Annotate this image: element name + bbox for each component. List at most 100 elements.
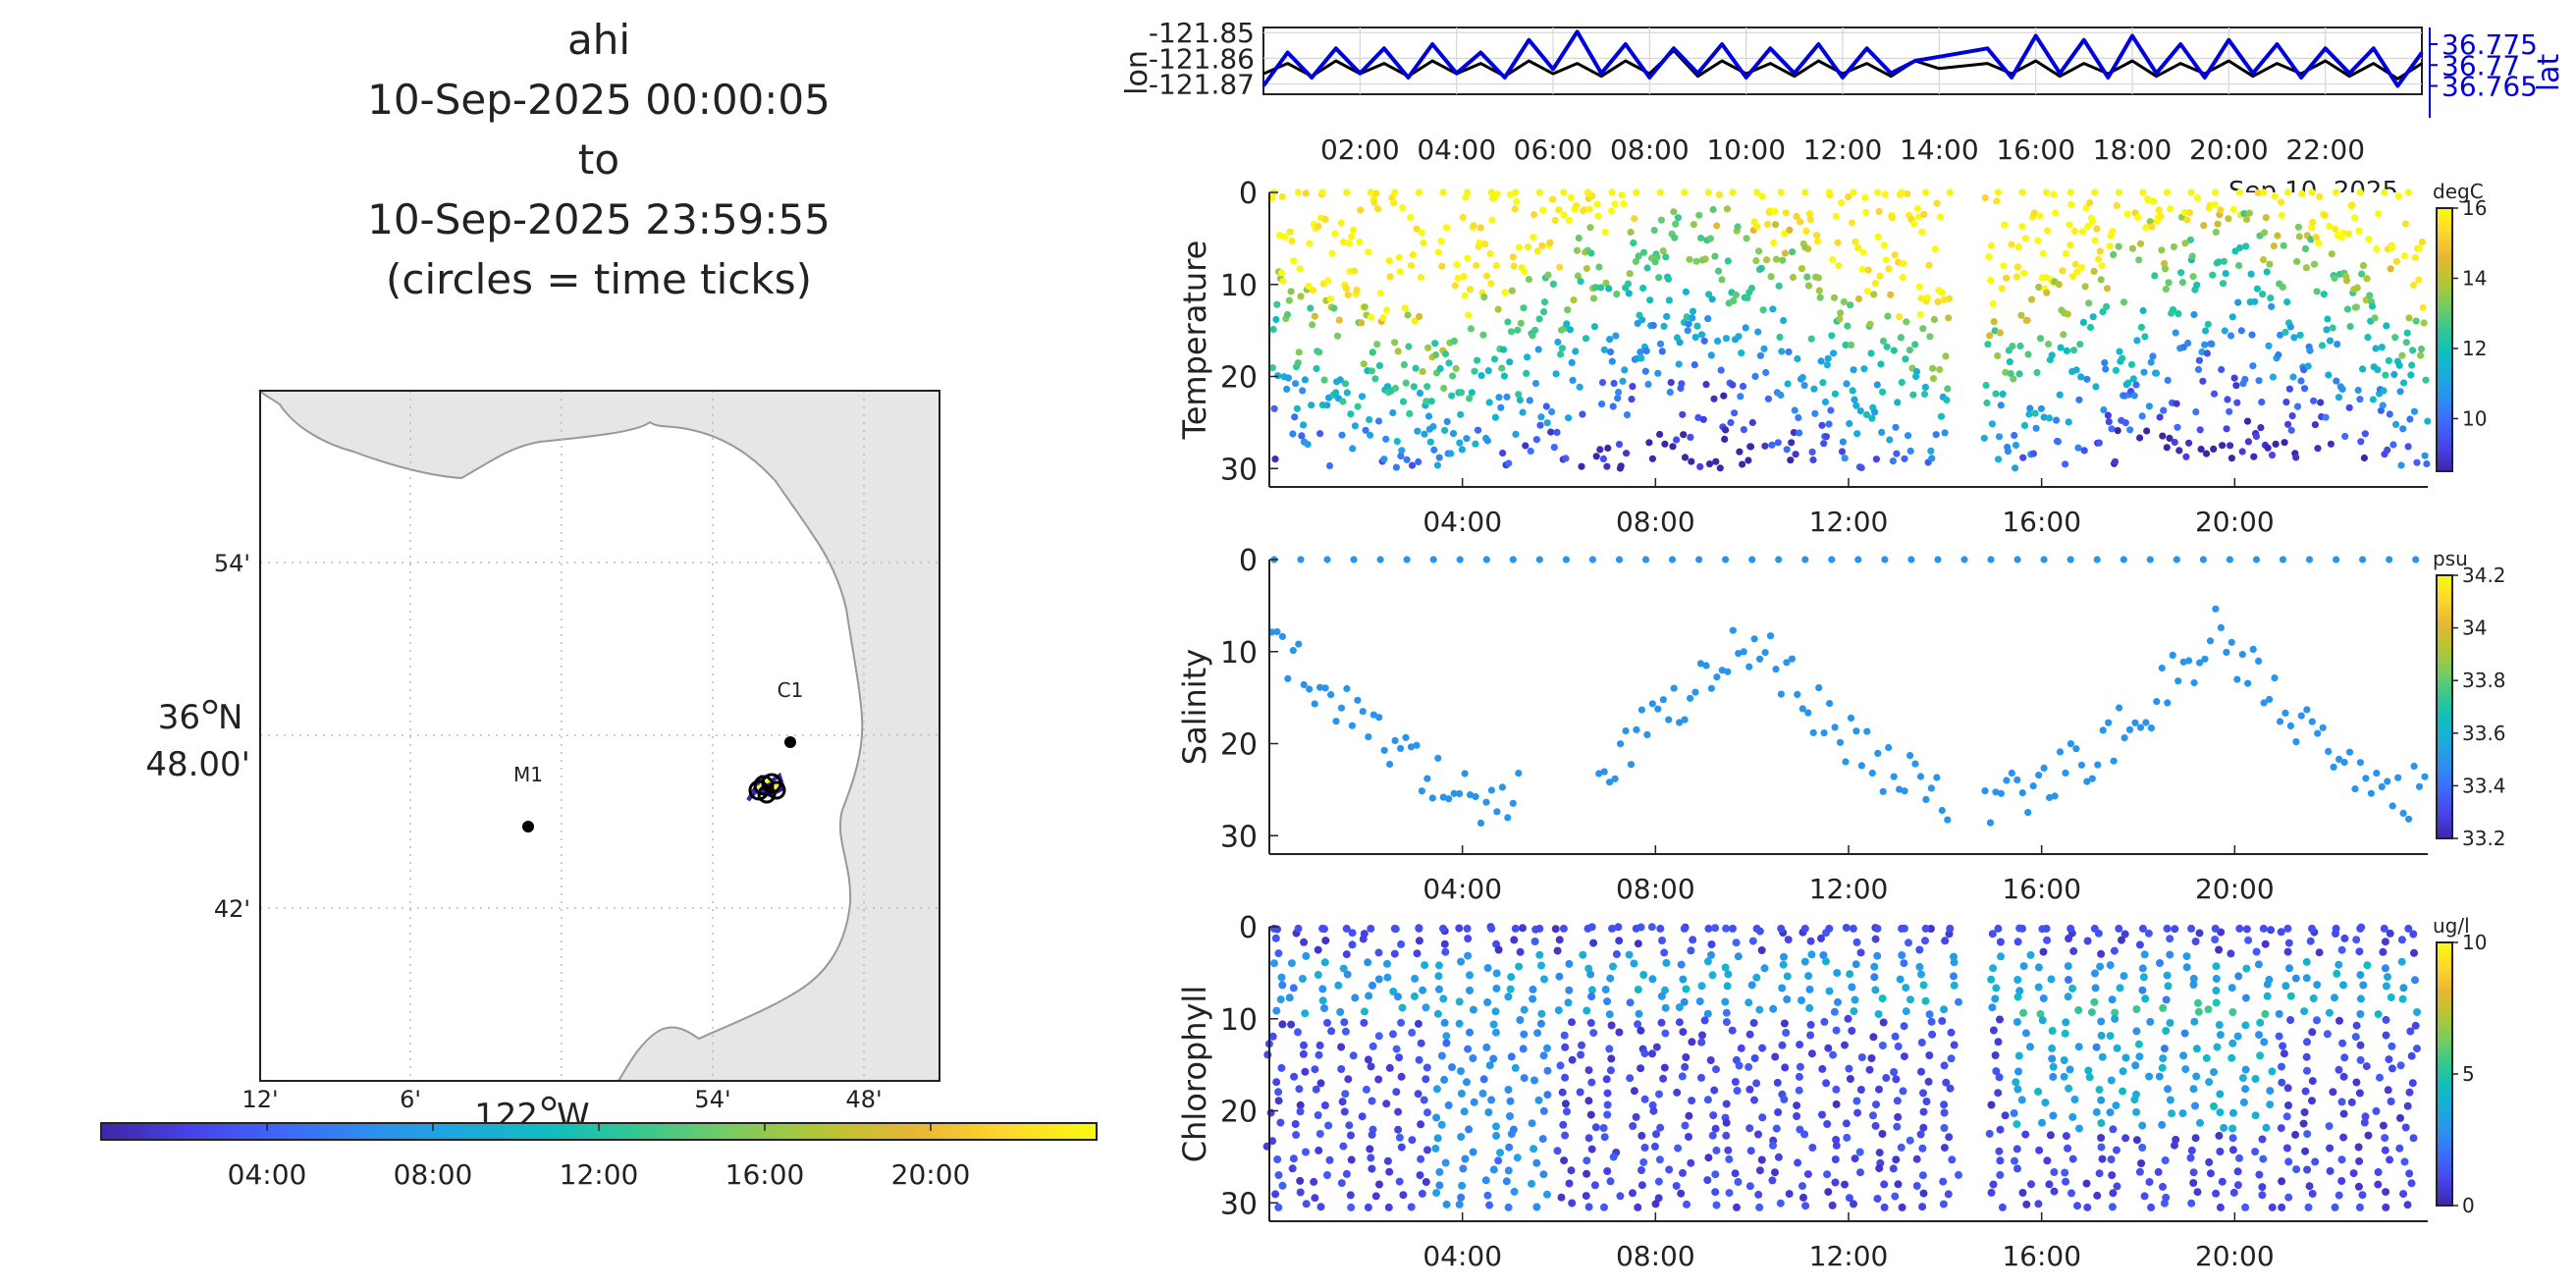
chlorophyll-point (1383, 959, 1391, 968)
chlorophyll-point (1485, 1201, 1494, 1209)
temperature-point (1798, 265, 1805, 273)
salinity-point (1376, 556, 1384, 564)
salinity-point (2255, 657, 2263, 666)
temperature-point (2167, 205, 2174, 213)
chlorophyll-point (2228, 1008, 2237, 1016)
temperature-point (1656, 430, 1664, 439)
glider-track[interactable] (746, 772, 786, 804)
temperature-point (2121, 419, 2129, 427)
x-tick-label: 04:00 (1422, 873, 1502, 905)
temperature-point (1893, 450, 1901, 457)
chlorophyll-point (1830, 1007, 1839, 1016)
temperature-point (2219, 280, 2227, 288)
chlorophyll-point (1856, 948, 1865, 957)
chlorophyll-point (1419, 986, 1427, 994)
chlorophyll-point (1316, 1079, 1325, 1088)
chlorophyll-point (1922, 1098, 1931, 1105)
chlorophyll-point (1506, 1097, 1515, 1105)
chlorophyll-point (2145, 1178, 2154, 1186)
temperature-point (2009, 343, 2016, 350)
chlorophyll-point (1489, 1054, 1498, 1063)
temperature-point (2115, 242, 2122, 250)
temperature-point (1328, 249, 1336, 257)
temperature-point (2229, 205, 2237, 213)
temperature-point (2184, 339, 2192, 348)
temperature-point (1751, 372, 1759, 380)
temperature-point (1484, 367, 1492, 375)
salinity-point (1842, 758, 1850, 766)
temperature-point (1463, 435, 1471, 443)
temperature-point (1810, 385, 1818, 393)
temperature-point (1615, 441, 1624, 449)
panel-colorbar-unit: psu (2433, 547, 2468, 570)
chlorophyll-point (1832, 1141, 1841, 1150)
salinity-point (2179, 658, 2187, 666)
map-panel[interactable]: 54' 48.00' 42' 36 N 12' 6' 54' 48' 122 W… (145, 390, 940, 1136)
temperature-point (2070, 227, 2078, 236)
lat-tick-54: 54' (214, 550, 250, 577)
chlorophyll-point (1374, 975, 1383, 984)
temperature-point (1889, 457, 1897, 465)
temperature-point (2238, 448, 2246, 456)
chlorophyll-point (1487, 1096, 1496, 1104)
chlorophyll-point (2291, 974, 2300, 983)
temperature-point (1552, 370, 1560, 378)
chlorophyll-point (2251, 1148, 2260, 1156)
temperature-point (1558, 345, 1566, 352)
chlorophyll-point (2164, 982, 2173, 991)
temperature-point (1576, 383, 1583, 391)
station-m1[interactable]: M1 (513, 763, 543, 832)
temperature-point (1813, 238, 1822, 245)
temperature-point (1390, 199, 1398, 207)
temperature-point (1285, 296, 1293, 304)
temperature-point (1464, 188, 1472, 196)
temperature-point (2166, 434, 2174, 442)
temperature-point (1399, 204, 1407, 212)
chlorophyll-point (1869, 1033, 1878, 1042)
temperature-point (1615, 388, 1623, 397)
temperature-point (1523, 369, 1530, 377)
temperature-point (1579, 410, 1586, 418)
temperature-point (1744, 456, 1752, 464)
temperature-point (2292, 454, 2300, 461)
time-tick-circle (757, 784, 777, 804)
chlorophyll-point (2235, 1154, 2243, 1162)
chlorophyll-point (1723, 982, 1732, 991)
chlorophyll-point (2284, 1101, 2292, 1109)
chlorophyll-point (1875, 1149, 1884, 1157)
chlorophyll-point (1561, 1043, 1570, 1051)
chlorophyll-point (2192, 1072, 2201, 1081)
chlorophyll-point (2381, 964, 2389, 973)
chlorophyll-point (1640, 1049, 1649, 1058)
chlorophyll-point (2013, 938, 2022, 946)
panel-colorbar-gradient (2436, 207, 2453, 472)
temperature-point (2373, 245, 2381, 253)
chlorophyll-point (2278, 1062, 2285, 1071)
temperature-point (1923, 294, 1931, 301)
x-tick-label: 08:00 (1616, 506, 1695, 538)
station-c1[interactable]: C1 (778, 678, 804, 748)
salinity-point (2142, 719, 2150, 726)
chlorophyll-point (2085, 1073, 2094, 1082)
salinity-point (1695, 556, 1703, 564)
salinity-point (1380, 746, 1388, 754)
chlorophyll-point (1491, 1007, 1500, 1016)
chlorophyll-point (1432, 1113, 1441, 1122)
chlorophyll-point (2108, 1203, 2117, 1211)
temperature-point (2202, 450, 2211, 457)
chlorophyll-point (1655, 1090, 1663, 1099)
map-lat-ticks: 54' 48.00' 42' 36 N (145, 550, 250, 923)
temperature-point (1863, 287, 1871, 295)
chlorophyll-point (1745, 1085, 1754, 1094)
temperature-point (1920, 390, 1929, 399)
temperature-point (1682, 288, 1690, 295)
chlorophyll-point (1368, 981, 1376, 990)
temperature-point (2096, 247, 2104, 255)
chlorophyll-point (1703, 1176, 1712, 1185)
temperature-point (1658, 348, 1666, 355)
lonlat-panel[interactable]: 02:00 04:00 06:00 08:00 10:00 12:00 14:00 16:00… (1120, 17, 2566, 206)
temperature-point (1866, 320, 1874, 328)
